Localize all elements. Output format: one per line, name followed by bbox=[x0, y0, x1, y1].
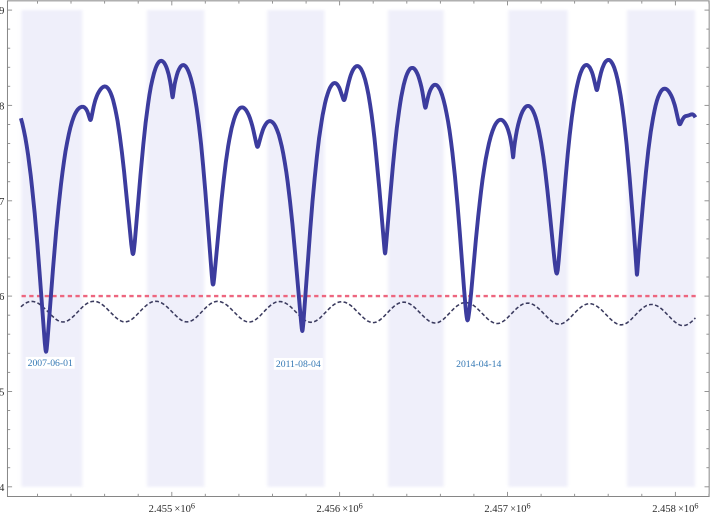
svg-text:6: 6 bbox=[0, 292, 4, 303]
svg-text:2.456 ×106: 2.456 ×106 bbox=[316, 501, 362, 512]
svg-text:2011-08-04: 2011-08-04 bbox=[276, 359, 321, 370]
svg-text:5: 5 bbox=[0, 388, 4, 399]
svg-text:2.455 ×106: 2.455 ×106 bbox=[149, 501, 195, 512]
svg-text:4: 4 bbox=[0, 483, 5, 494]
svg-text:2014-04-14: 2014-04-14 bbox=[456, 359, 501, 370]
svg-text:2.457 ×106: 2.457 ×106 bbox=[484, 501, 530, 512]
svg-text:2.458 ×106: 2.458 ×106 bbox=[652, 501, 698, 512]
svg-text:8: 8 bbox=[0, 102, 4, 113]
svg-text:9: 9 bbox=[0, 6, 4, 17]
svg-text:2007-06-01: 2007-06-01 bbox=[28, 358, 73, 369]
svg-text:7: 7 bbox=[0, 197, 4, 208]
